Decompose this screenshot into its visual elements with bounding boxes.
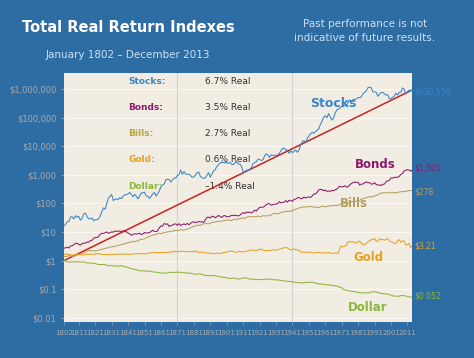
Text: Bonds: Bonds (355, 159, 396, 171)
Text: Past performance is not
indicative of future results.: Past performance is not indicative of fu… (294, 19, 436, 43)
Text: 6.7% Real: 6.7% Real (205, 77, 251, 86)
Text: Dollar:: Dollar: (128, 182, 163, 190)
Text: 0.6% Real: 0.6% Real (205, 155, 251, 164)
Text: Total Real Return Indexes: Total Real Return Indexes (22, 20, 234, 34)
Text: Bills: Bills (340, 197, 368, 210)
Text: Dollar: Dollar (348, 301, 388, 314)
Text: $930,550: $930,550 (414, 87, 450, 96)
Text: $1,505: $1,505 (414, 164, 441, 173)
Text: $278: $278 (414, 188, 433, 197)
Text: $0.052: $0.052 (414, 292, 441, 301)
Text: Stocks:: Stocks: (128, 77, 166, 86)
Text: 3.5% Real: 3.5% Real (205, 103, 251, 112)
Text: January 1802 – December 2013: January 1802 – December 2013 (46, 50, 210, 60)
Text: Gold:: Gold: (128, 155, 155, 164)
Text: –1.4% Real: –1.4% Real (205, 182, 255, 190)
Text: 2.7% Real: 2.7% Real (205, 129, 250, 139)
Text: Bills:: Bills: (128, 129, 154, 139)
Text: Bonds:: Bonds: (128, 103, 164, 112)
Text: Stocks: Stocks (310, 97, 357, 110)
Text: $3.21: $3.21 (414, 242, 436, 251)
Text: Gold: Gold (353, 251, 383, 264)
